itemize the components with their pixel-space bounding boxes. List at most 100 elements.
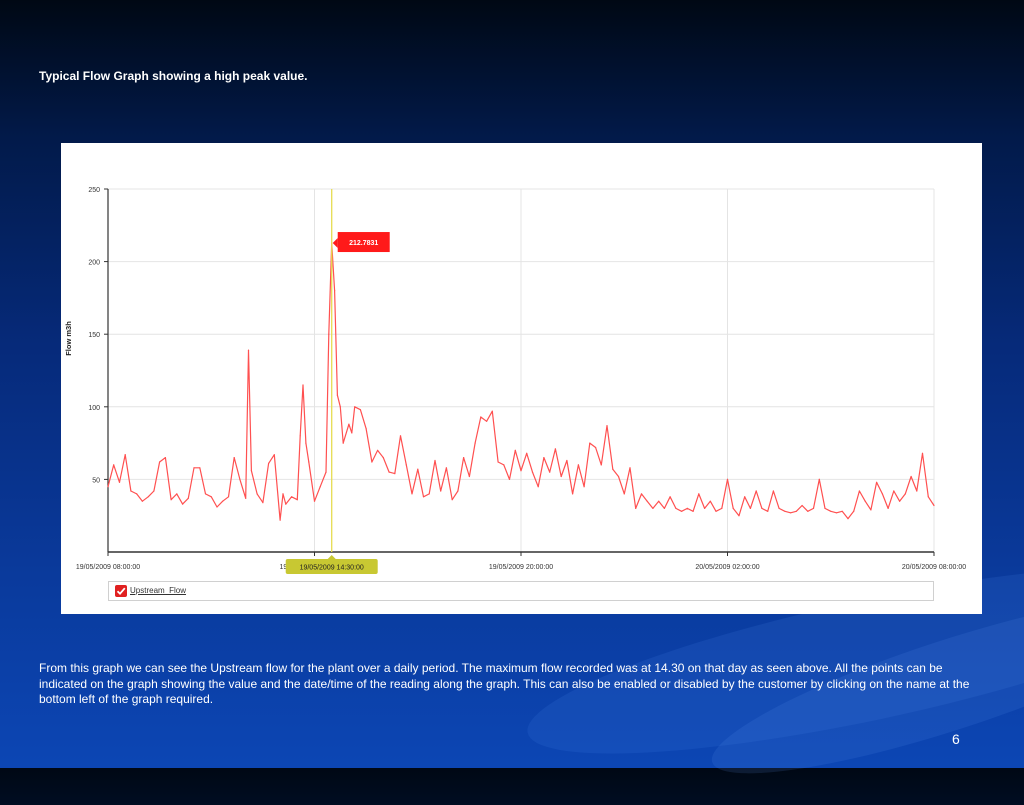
data-point: [812, 507, 815, 509]
check-icon[interactable]: [115, 585, 127, 597]
data-point: [589, 442, 591, 444]
data-point: [921, 452, 924, 454]
data-point: [686, 507, 688, 509]
data-point: [858, 490, 861, 492]
data-point: [279, 519, 281, 521]
data-point: [778, 507, 780, 509]
data-point: [795, 510, 797, 512]
data-point: [646, 500, 648, 502]
data-point: [474, 442, 476, 444]
data-point: [159, 461, 161, 463]
data-point: [629, 467, 631, 469]
data-point: [790, 512, 792, 514]
data-point: [130, 490, 132, 492]
x-tick-label: 20/05/2009 02:00:00: [695, 564, 759, 571]
data-point: [738, 515, 740, 517]
data-point: [227, 496, 230, 498]
data-point: [606, 425, 608, 427]
data-point: [681, 510, 683, 512]
data-point: [164, 457, 166, 459]
x-tick-label: 19/05/2009 20:00:00: [489, 564, 553, 571]
data-point: [520, 470, 522, 472]
data-point: [463, 457, 465, 459]
data-point: [503, 464, 505, 466]
data-point: [870, 509, 872, 511]
data-point: [612, 468, 614, 470]
data-point: [881, 493, 884, 495]
data-point: [698, 493, 700, 495]
data-point: [182, 503, 184, 505]
data-point: [399, 435, 402, 437]
data-point: [382, 457, 384, 459]
data-point: [692, 510, 694, 512]
data-point: [893, 490, 895, 492]
data-point: [302, 384, 304, 386]
data-point: [830, 510, 832, 512]
legend: Upstream_Flow: [108, 581, 934, 601]
data-point: [491, 410, 493, 412]
data-point: [216, 506, 218, 508]
legend-series-toggle[interactable]: Upstream_Flow: [130, 586, 187, 595]
data-point: [445, 467, 447, 469]
data-point: [199, 467, 201, 469]
data-point: [250, 470, 252, 472]
data-point: [916, 490, 918, 492]
data-point: [440, 490, 442, 492]
data-point: [887, 507, 889, 509]
data-point: [457, 490, 459, 492]
data-point: [732, 507, 734, 509]
data-point: [726, 478, 729, 480]
cursor-label-box: [285, 559, 378, 574]
y-tick-label: 200: [88, 260, 100, 267]
data-point: [508, 478, 511, 480]
data-point: [193, 467, 195, 469]
data-point: [285, 503, 287, 505]
data-point: [755, 490, 757, 492]
data-point: [784, 510, 786, 512]
y-tick-label: 100: [88, 405, 100, 412]
data-point: [282, 493, 284, 495]
data-point: [807, 510, 809, 512]
peak-pointer: [332, 238, 338, 249]
data-point: [721, 507, 723, 509]
data-point: [245, 497, 247, 499]
x-tick-label-partial: 19: [280, 564, 288, 571]
data-point: [348, 423, 350, 425]
data-point: [176, 493, 178, 495]
data-point: [141, 500, 143, 502]
data-point: [377, 449, 379, 451]
data-point: [365, 428, 367, 430]
data-point: [933, 504, 935, 507]
data-point: [319, 486, 321, 488]
data-point: [268, 462, 270, 464]
data-point: [434, 459, 436, 462]
data-point: [411, 493, 413, 495]
data-point: [428, 493, 430, 495]
data-point: [405, 464, 407, 466]
data-point: [767, 510, 769, 512]
data-point: [835, 512, 838, 514]
data-point: [222, 500, 224, 502]
data-point: [704, 507, 706, 509]
data-point: [675, 507, 677, 509]
data-point: [486, 420, 488, 422]
data-point: [543, 457, 545, 459]
flow-line-chart: 50 100 150 200 250 19/05/2009 08:00:00 19/05/2…: [64, 187, 966, 574]
data-point: [554, 448, 556, 450]
data-point: [652, 507, 654, 509]
data-point: [572, 493, 574, 495]
y-tick-label: 50: [92, 477, 100, 484]
data-point: [291, 496, 293, 498]
x-tick-label: 20/05/2009 08:00:00: [902, 564, 966, 571]
data-point: [296, 499, 298, 501]
chart-panel: 50 100 150 200 250 19/05/2009 08:00:00 19/05/2…: [61, 143, 982, 614]
data-point: [910, 475, 912, 478]
data-point: [847, 518, 849, 520]
data-point: [761, 507, 763, 509]
data-point: [305, 442, 307, 444]
data-point: [577, 464, 580, 466]
data-point: [113, 464, 115, 466]
data-point: [749, 507, 752, 509]
data-point: [583, 486, 585, 488]
data-point: [136, 493, 138, 495]
